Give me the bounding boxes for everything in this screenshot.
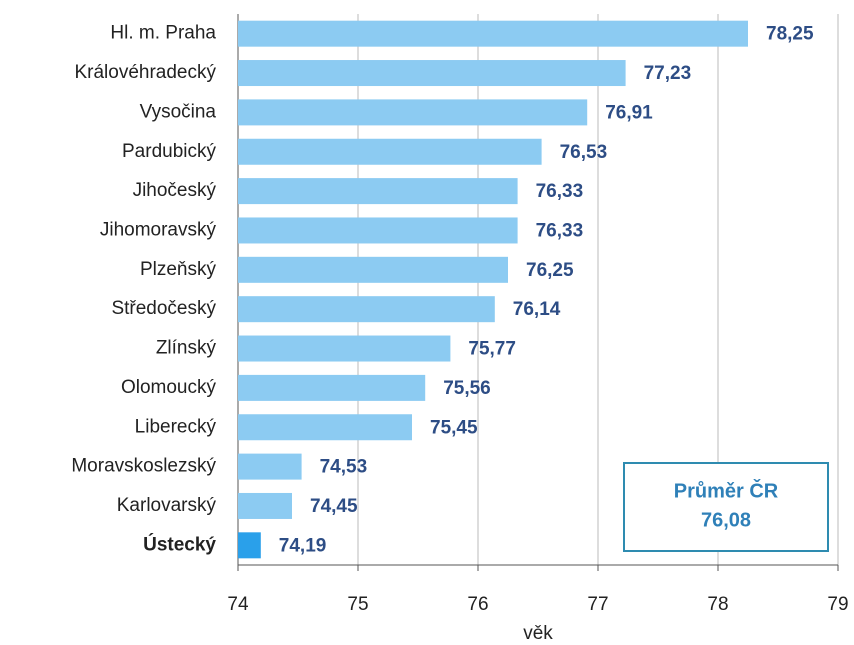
value-label: 74,53 [320,457,368,478]
y-tick-label: Královéhradecký [74,62,216,83]
y-tick-label: Ústecký [143,533,216,555]
x-tick-label: 79 [827,594,848,615]
y-tick-label: Jihomoravský [100,219,217,240]
bar [238,217,518,244]
y-tick-label: Karlovarský [117,495,217,516]
x-tick-label: 75 [347,594,368,615]
value-label: 75,45 [430,417,478,438]
bar [238,138,542,165]
annotation-title: Průměr ČR [674,478,779,502]
x-axis-label: věk [523,623,553,644]
bar [238,335,451,362]
y-tick-label: Středočeský [111,298,216,319]
value-label: 74,45 [310,496,358,517]
x-tick-label: 77 [587,594,608,615]
y-tick-label: Olomoucký [121,377,217,398]
x-tick-label: 74 [227,594,249,615]
value-label: 76,91 [605,102,653,123]
y-tick-label: Zlínský [156,338,217,359]
bar [238,256,508,283]
value-label: 76,33 [536,181,584,202]
y-tick-label: Liberecký [135,416,217,437]
y-tick-label: Hl. m. Praha [110,23,216,44]
value-label: 75,77 [468,339,516,360]
x-tick-label: 76 [467,594,488,615]
value-label: 74,19 [279,535,327,556]
bar [238,453,302,480]
value-label: 76,25 [526,260,574,281]
bar [238,178,518,205]
value-label: 76,33 [536,220,584,241]
bar [238,20,748,47]
y-tick-label: Vysočina [140,101,217,122]
bar [238,532,261,559]
bar [238,374,426,401]
y-tick-label: Jihočeský [133,180,217,201]
annotation-value: 76,08 [701,509,751,531]
y-tick-label: Plzeňský [140,259,217,280]
bar [238,414,412,441]
x-tick-label: 78 [707,594,728,615]
value-label: 76,53 [560,142,608,163]
value-label: 76,14 [513,299,561,320]
annotation-box [623,462,829,552]
y-tick-label: Moravskoslezský [71,456,216,477]
value-label: 78,25 [766,24,814,45]
value-label: 75,56 [443,378,491,399]
bar [238,296,495,323]
bar [238,492,292,519]
value-label: 77,23 [644,63,692,84]
bar [238,99,588,126]
y-tick-label: Pardubický [122,141,216,162]
bar [238,60,626,87]
